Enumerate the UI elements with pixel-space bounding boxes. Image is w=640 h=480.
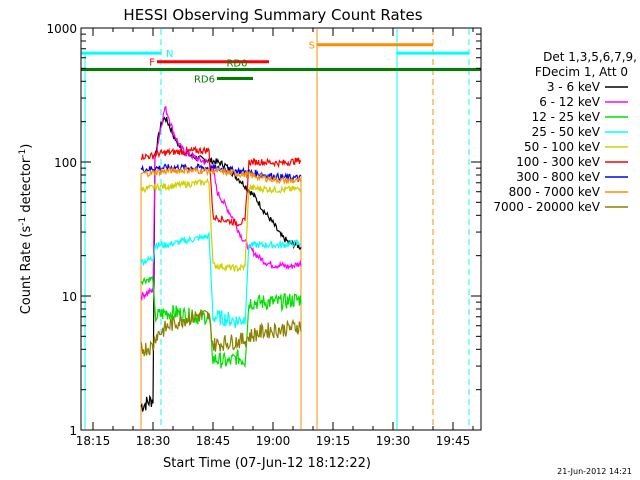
series-line-3: [140, 231, 302, 329]
series-line-1: [140, 105, 302, 301]
legend-label-0: 3 - 6 keV: [547, 80, 601, 94]
x-tick-label-3: 19:00: [256, 434, 291, 448]
chart-title: HESSI Observing Summary Count Rates: [123, 6, 422, 24]
flag-label-rd6: RD6: [194, 74, 215, 85]
x-tick-label-1: 18:30: [136, 434, 171, 448]
series-line-5: [140, 145, 302, 227]
y-tick-label-3: 1000: [46, 22, 77, 36]
y-axis-label-part2: detector: [19, 157, 34, 217]
plot-frame: [80, 27, 482, 431]
legend-label-3: 25 - 50 keV: [532, 125, 601, 139]
x-tick-label-6: 19:45: [436, 434, 471, 448]
flag-label-s: S: [309, 41, 315, 52]
x-tick-label-2: 18:45: [196, 434, 231, 448]
legend-label-4: 50 - 100 keV: [524, 140, 601, 154]
flag-label-f: F: [149, 58, 155, 69]
legend-label-6: 300 - 800 keV: [516, 170, 600, 184]
series-group: [140, 105, 302, 412]
legend-label-2: 12 - 25 keV: [532, 110, 601, 124]
footer-date: 21-Jun-2012 14:21: [557, 467, 632, 476]
y-tick-label-2: 100: [54, 156, 77, 170]
x-axis-label: Start Time (07-Jun-12 18:12:22): [163, 456, 371, 471]
series-line-2: [140, 275, 302, 369]
series-line-0: [140, 116, 302, 412]
y-axis-label-part1: Count Rate (s: [19, 226, 34, 315]
y-tick-label-1: 10: [62, 290, 77, 304]
series-line-7: [140, 165, 302, 186]
legend-header-line2: FDecim 1, Att 0: [535, 65, 628, 79]
y-axis-label: Count Rate (s-1 detector-1): [18, 144, 34, 315]
legend-label-5: 100 - 300 keV: [516, 155, 600, 169]
x-tick-label-4: 19:15: [316, 434, 351, 448]
flag-label-n: N: [166, 49, 173, 60]
series-line-8: [140, 309, 302, 357]
x-tick-label-5: 19:30: [376, 434, 411, 448]
flag-bars: N S F RD0 RD6: [81, 41, 481, 85]
series-line-4: [140, 177, 302, 273]
legend-header-line1: Det 1,3,5,6,7,9,: [543, 50, 637, 64]
legend-label-1: 6 - 12 keV: [539, 95, 601, 109]
x-tick-label-0: 18:15: [76, 434, 111, 448]
y-axis-label-part3: ): [19, 144, 34, 149]
axes: 18:15 18:30 18:45 19:00 19:15 19:30 19:45 1 10 10…: [46, 22, 481, 448]
y-tick-label-0: 1: [69, 424, 77, 438]
legend-label-7: 800 - 7000 keV: [509, 185, 601, 199]
legend: Det 1,3,5,6,7,9, FDecim 1, Att 0 3 - 6 k…: [493, 50, 637, 214]
y-axis-label-sup2: -1: [18, 149, 28, 158]
flag-label-rd0: RD0: [226, 59, 247, 70]
legend-label-8: 7000 - 20000 keV: [493, 200, 600, 214]
y-axis-label-sup1: -1: [18, 217, 28, 226]
